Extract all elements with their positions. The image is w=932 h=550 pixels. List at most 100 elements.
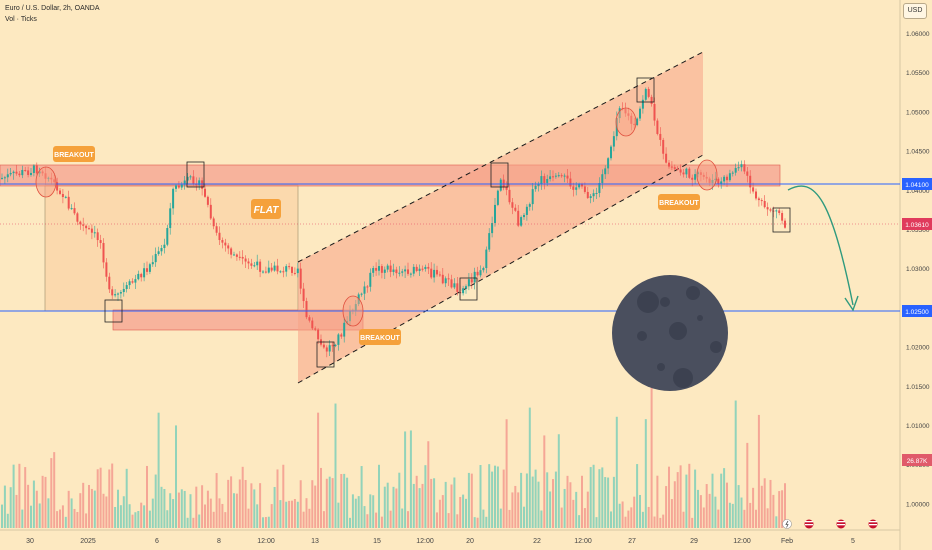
candle-body <box>305 301 308 318</box>
volume-bar <box>404 431 407 528</box>
volume-bar <box>67 490 70 528</box>
volume-bar <box>105 496 108 528</box>
time-tick-label: 8 <box>217 538 221 545</box>
volume-bar <box>676 472 679 528</box>
volume-bar <box>180 489 183 528</box>
time-tick-label: 12:00 <box>733 538 751 545</box>
candle-body <box>433 269 436 278</box>
volume-bar <box>421 483 424 528</box>
volume-bar <box>612 476 615 528</box>
candle-body <box>6 174 9 178</box>
volume-bar <box>505 419 508 528</box>
candle-body <box>114 294 117 296</box>
volume-bar <box>369 494 372 528</box>
volume-bar <box>775 516 778 528</box>
volume-bar <box>114 506 117 528</box>
candle-body <box>543 176 546 183</box>
volume-bar <box>189 494 192 528</box>
volume-bar <box>56 511 59 528</box>
candle-body <box>27 170 30 175</box>
candle-body <box>24 169 27 171</box>
candle-body <box>175 185 177 189</box>
volume-bar <box>482 509 485 528</box>
volume-bar <box>456 514 459 528</box>
candle-body <box>395 269 398 274</box>
candle-body <box>598 183 601 193</box>
volume-bar <box>528 407 531 528</box>
projection-arrow <box>787 185 854 306</box>
channel-lower-line <box>297 154 704 384</box>
highlight-box <box>316 341 335 368</box>
volume-bar <box>163 488 166 528</box>
volume-bar <box>250 483 253 528</box>
moon-icon <box>612 275 728 391</box>
candle-body <box>436 269 438 275</box>
candle-body <box>604 168 607 175</box>
candle-body <box>244 258 247 262</box>
volume-bar <box>601 467 604 528</box>
currency-button[interactable]: USD <box>903 3 927 19</box>
volume-bar <box>61 505 64 528</box>
candle-body <box>491 223 494 234</box>
candle-body <box>21 169 24 176</box>
candle-body <box>665 153 668 163</box>
volume-bar <box>238 479 241 528</box>
candle-body <box>250 263 253 266</box>
volume-bar <box>496 466 499 528</box>
volume-bar <box>15 494 18 528</box>
candle-body <box>734 168 737 173</box>
price-tick-label: 1.02000 <box>906 345 930 352</box>
lightning-icon[interactable] <box>782 519 792 529</box>
candle-body <box>160 248 163 252</box>
candle-body <box>247 261 250 264</box>
candle-body <box>427 266 430 269</box>
volume-bar <box>41 475 44 528</box>
volume-bar <box>308 508 311 528</box>
volume-bar <box>88 484 90 528</box>
candle-body <box>12 171 15 174</box>
candle-body <box>70 208 73 210</box>
volume-bar <box>131 514 134 528</box>
candle-body <box>752 187 755 192</box>
candle-body <box>673 167 676 169</box>
volume-bar <box>125 468 128 528</box>
volume-bar <box>554 471 557 528</box>
volume-bar <box>206 490 209 528</box>
volume-bar <box>517 492 520 528</box>
volume-bar <box>520 472 523 528</box>
candle-body <box>241 256 244 259</box>
volume-bar <box>224 512 227 528</box>
candle-body <box>189 176 192 178</box>
volume-bar <box>160 486 163 528</box>
candle-body <box>119 292 122 294</box>
volume-bar <box>85 513 88 528</box>
volume-bar <box>566 475 569 528</box>
volume-bar <box>485 516 488 528</box>
candle-body <box>177 185 180 188</box>
volume-bar <box>343 473 346 528</box>
candle-body <box>656 120 659 134</box>
symbol-title: Euro / U.S. Dollar, 2h, OANDA <box>5 5 100 12</box>
price-tag-lower: 1.02500 <box>902 305 932 317</box>
candle-body <box>157 251 160 254</box>
volume-bar <box>491 471 494 528</box>
volume-bar <box>44 476 47 528</box>
volume-bar <box>424 465 427 528</box>
volume-bar <box>122 496 125 528</box>
event-icons[interactable] <box>782 519 878 529</box>
volume-bar <box>24 467 27 528</box>
candle-body <box>224 242 227 246</box>
volume-bar <box>720 473 723 528</box>
volume-bar <box>636 464 639 528</box>
candle-body <box>276 265 279 272</box>
volume-bar <box>624 516 627 528</box>
volume-bar <box>534 469 537 528</box>
volume-bar <box>650 386 653 528</box>
candle-body <box>311 320 314 329</box>
volume-bar <box>734 400 737 528</box>
candle-body <box>137 273 140 280</box>
candle-body <box>595 192 598 194</box>
candle-body <box>453 283 456 288</box>
candle-body <box>186 176 189 181</box>
